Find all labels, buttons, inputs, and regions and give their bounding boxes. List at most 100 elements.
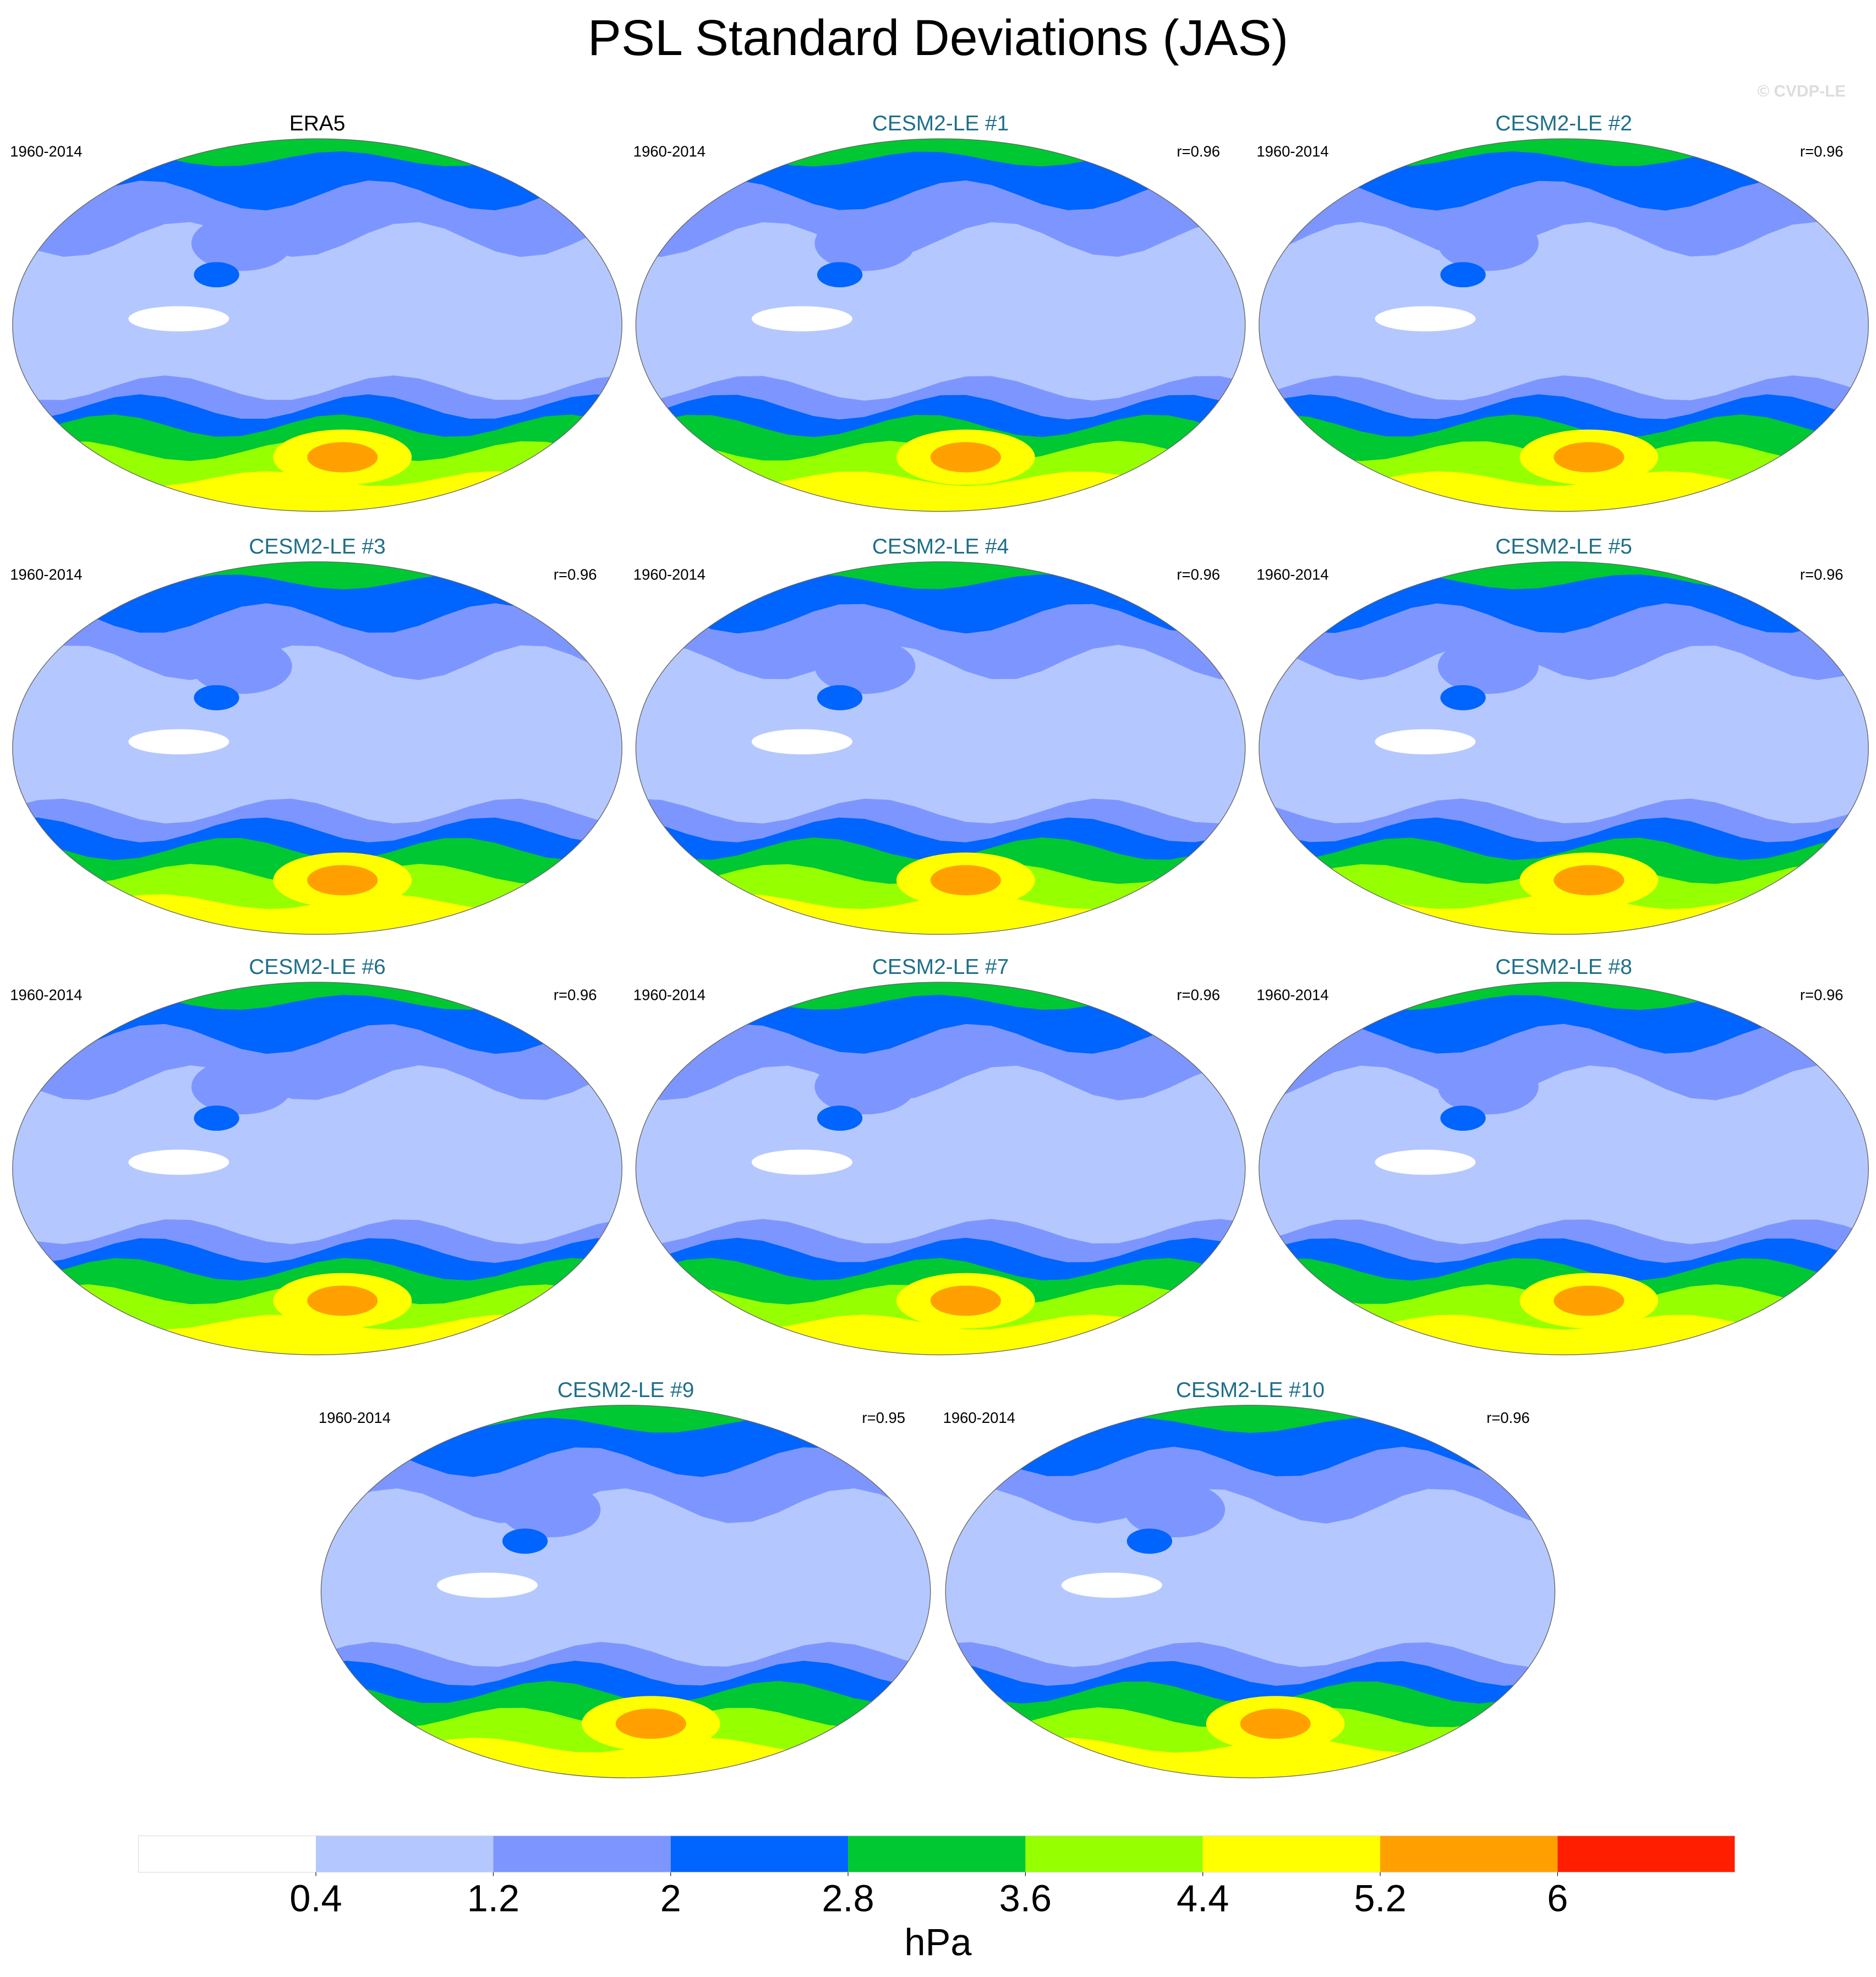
colorbar-label: 5.2 (1354, 1877, 1406, 1919)
contour-band (1061, 1573, 1162, 1598)
figure-title: PSL Standard Deviations (JAS) (588, 10, 1288, 66)
map-border (12, 138, 622, 512)
map-border (1259, 138, 1869, 512)
colorbar-box (1202, 1836, 1381, 1872)
map (636, 561, 1245, 935)
colorbar-box (316, 1836, 494, 1872)
contour-band (930, 1285, 1001, 1316)
contour-band (321, 1405, 931, 1433)
panel-period: 1960-2014 (633, 566, 705, 583)
map-border (945, 1405, 1556, 1778)
contour-band (194, 685, 239, 710)
panel-correlation: r=0.96 (1177, 143, 1220, 160)
panel-title: CESM2-LE #8 (1495, 955, 1632, 979)
panel-correlation: r=0.96 (1800, 566, 1844, 583)
contour-band (12, 561, 622, 590)
contour-band (1240, 1708, 1311, 1739)
map (1259, 982, 1869, 1355)
map (12, 561, 622, 935)
contour-band (814, 638, 916, 694)
panel-title: CESM2-LE #6 (249, 955, 385, 979)
watermark: © CVDP-LE (1757, 82, 1846, 100)
contour-band (1440, 1105, 1486, 1131)
contour-band (1554, 442, 1625, 473)
contour-band (1440, 262, 1486, 288)
colorbar-label: 4.4 (1177, 1877, 1229, 1919)
contour-band (191, 1059, 292, 1115)
contour-band (751, 729, 852, 754)
panel-period: 1960-2014 (633, 143, 705, 160)
contour-band (1437, 1059, 1539, 1115)
colorbar-box (848, 1836, 1026, 1872)
colorbar-box (670, 1836, 849, 1872)
panel-title: CESM2-LE #4 (872, 535, 1009, 558)
panel-title: CESM2-LE #10 (1176, 1378, 1325, 1402)
contour-band (128, 729, 229, 754)
contour-band (194, 1105, 239, 1131)
colorbar-box (138, 1836, 316, 1872)
panel-title: CESM2-LE #9 (557, 1378, 694, 1402)
colorbar-label: 2.8 (822, 1877, 874, 1919)
contour-band (751, 306, 852, 332)
contour-band (307, 865, 378, 896)
contour-band (128, 306, 229, 332)
contour-band (930, 865, 1001, 896)
panel-correlation: r=0.96 (1800, 143, 1844, 160)
contour-band (307, 442, 378, 473)
map (945, 1405, 1555, 1778)
panel-period: 1960-2014 (1256, 566, 1328, 583)
panel-period: 1960-2014 (1256, 986, 1328, 1003)
contour-band (817, 685, 863, 710)
contour-band (751, 1149, 852, 1175)
contour-band (194, 262, 239, 288)
contour-band (1375, 1149, 1476, 1175)
panel-title: CESM2-LE #7 (872, 955, 1009, 979)
colorbar-box (1025, 1836, 1203, 1872)
panel-period: 1960-2014 (943, 1409, 1015, 1426)
colorbar-label: 3.6 (999, 1877, 1052, 1919)
map-border (635, 561, 1246, 935)
contour-band (436, 1573, 538, 1598)
contour-band (930, 442, 1001, 473)
panel-period: 1960-2014 (319, 1409, 391, 1426)
panel-period: 1960-2014 (633, 986, 705, 1003)
map (1259, 561, 1869, 935)
contour-band (1437, 215, 1539, 271)
map (12, 139, 622, 512)
colorbar-unit: hPa (904, 1921, 972, 1963)
colorbar-box (493, 1836, 671, 1872)
panel-title: CESM2-LE #1 (872, 112, 1009, 135)
panel-title: CESM2-LE #5 (1495, 535, 1632, 558)
panel-period: 1960-2014 (10, 566, 82, 583)
colorbar-label: 2 (660, 1877, 681, 1919)
colorbar-frame (138, 1835, 1736, 1873)
map-border (12, 561, 622, 935)
panel-correlation: r=0.96 (1177, 566, 1220, 583)
contour-band (1126, 1529, 1173, 1554)
panel-correlation: r=0.96 (1800, 986, 1844, 1003)
contour-band (1440, 685, 1486, 710)
colorbar-label: 0.4 (289, 1877, 342, 1919)
panel-title: CESM2-LE #3 (249, 535, 385, 558)
panel-period: 1960-2014 (10, 986, 82, 1003)
map (12, 982, 622, 1355)
contour-band (1437, 638, 1539, 694)
map (636, 139, 1245, 512)
contour-band (191, 215, 292, 271)
map-border (1259, 982, 1869, 1355)
colorbar-box (1557, 1836, 1735, 1872)
colorbar-label: 6 (1547, 1877, 1568, 1919)
contour-band (636, 561, 1245, 589)
map-border (635, 982, 1246, 1355)
panel-title: CESM2-LE #2 (1495, 112, 1632, 135)
map-border (635, 138, 1246, 512)
map-border (12, 982, 622, 1355)
contour-band (500, 1482, 601, 1538)
colorbar-label: 1.2 (467, 1877, 519, 1919)
contour-band (615, 1708, 686, 1739)
contour-band (128, 1149, 229, 1175)
contour-band (307, 1285, 378, 1316)
contour-band (1554, 865, 1625, 896)
contour-band (1124, 1482, 1226, 1538)
